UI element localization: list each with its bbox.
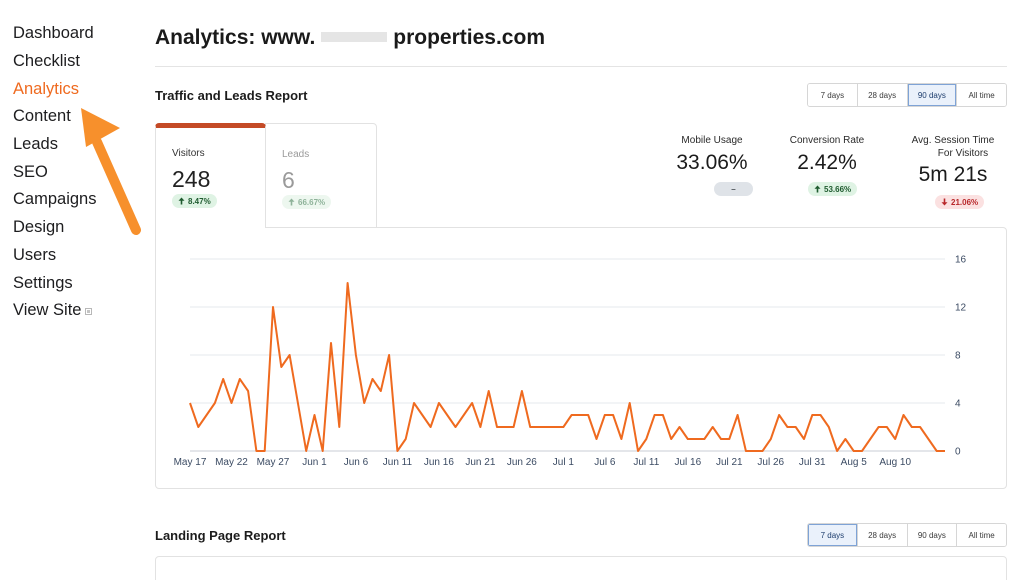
y-tick-label: 12 — [955, 303, 967, 314]
arrow-down-icon — [941, 198, 948, 206]
mobile-usage-value: 33.06% — [676, 151, 748, 174]
page-title-label: Analytics: — [155, 26, 256, 49]
traffic-report-card — [155, 227, 1007, 489]
range-90-days-button[interactable]: 90 days — [907, 84, 958, 106]
landing-range-28-days-button[interactable]: 28 days — [857, 524, 908, 546]
page-title: Analytics: www. properties.com — [155, 26, 545, 50]
x-tick-label: Jul 6 — [594, 457, 616, 468]
avg-session-change-badge: 21.06% — [935, 195, 985, 209]
domain-suffix: properties.com — [393, 26, 545, 49]
x-tick-label: Jun 11 — [383, 457, 413, 468]
visitors-change-badge: 8.47% — [172, 194, 217, 208]
x-tick-label: Jul 31 — [799, 457, 826, 468]
x-tick-label: Jul 1 — [553, 457, 575, 468]
avg-session-label: Avg. Session Time — [911, 135, 995, 146]
traffic-range-selector: 7 days 28 days 90 days All time — [807, 83, 1007, 107]
metric-mobile-usage: Mobile Usage 33.06% — [662, 134, 762, 175]
x-tick-label: Aug 10 — [879, 457, 911, 468]
sidebar-item-label: Settings — [13, 273, 73, 292]
sidebar-item-seo[interactable]: SEO — [0, 158, 130, 186]
x-tick-label: Jun 1 — [302, 457, 327, 468]
avg-session-change-value: 21.06% — [951, 197, 979, 207]
arrow-up-icon — [288, 198, 295, 206]
x-tick-label: May 22 — [215, 457, 248, 468]
conversion-rate-change-badge: 53.66% — [808, 182, 858, 196]
arrow-up-icon — [178, 197, 185, 205]
leads-change-badge: 66.67% — [282, 195, 332, 209]
y-tick-label: 0 — [955, 447, 961, 458]
range-all-time-button[interactable]: All time — [957, 84, 1006, 106]
mobile-usage-change-badge: – — [714, 182, 753, 196]
x-tick-label: Jun 16 — [424, 457, 454, 468]
sidebar-item-settings[interactable]: Settings — [0, 269, 130, 297]
landing-report-card — [155, 556, 1007, 580]
landing-range-90-days-button[interactable]: 90 days — [907, 524, 958, 546]
visitors-label: Visitors — [172, 148, 205, 159]
landing-range-selector: 7 days 28 days 90 days All time — [807, 523, 1007, 547]
x-tick-label: Jul 26 — [757, 457, 784, 468]
avg-session-label-sub: For Visitors — [937, 148, 989, 159]
sidebar-item-leads[interactable]: Leads — [0, 131, 130, 159]
sidebar-item-dashboard[interactable]: Dashboard — [0, 20, 130, 48]
sidebar-item-label: Content — [13, 107, 71, 126]
sidebar-item-label: Campaigns — [13, 190, 97, 209]
sidebar-item-label: Dashboard — [13, 24, 94, 43]
header-divider — [155, 66, 1007, 67]
sidebar-item-label: Checklist — [13, 52, 80, 71]
x-tick-label: Aug 5 — [841, 457, 868, 468]
sidebar-item-label: SEO — [13, 162, 48, 181]
visitors-change-value: 8.47% — [188, 196, 211, 206]
conversion-rate-value: 2.42% — [797, 151, 857, 174]
sidebar-item-design[interactable]: Design — [0, 214, 130, 242]
visitors-line-chart: 0 4 8 12 16 May 17 May 22 May 27 Jun 1 Jun 6 Jun … — [174, 255, 967, 469]
leads-label: Leads — [282, 149, 310, 160]
sidebar-item-users[interactable]: Users — [0, 242, 130, 270]
sidebar-item-label: Leads — [13, 135, 58, 154]
traffic-report-title: Traffic and Leads Report — [155, 88, 308, 103]
landing-range-7-days-button[interactable]: 7 days — [808, 524, 858, 546]
sidebar-item-label: Analytics — [13, 79, 80, 98]
x-tick-label: Jul 21 — [716, 457, 743, 468]
sidebar-item-label: View Site — [13, 301, 82, 320]
visitors-value: 248 — [172, 166, 211, 192]
x-tick-label: Jun 26 — [507, 457, 537, 468]
x-tick-label: May 17 — [174, 457, 207, 468]
sidebar-item-checklist[interactable]: Checklist — [0, 48, 130, 76]
x-tick-label: Jun 21 — [465, 457, 495, 468]
conversion-rate-change-value: 53.66% — [824, 184, 852, 194]
domain-prefix: www. — [261, 26, 316, 49]
range-7-days-button[interactable]: 7 days — [808, 84, 858, 106]
x-tick-label: Jun 6 — [344, 457, 369, 468]
redacted-domain-block — [321, 32, 388, 43]
x-tick-label: Jul 16 — [674, 457, 701, 468]
tab-visitors[interactable]: Visitors 248 8.47% — [155, 123, 266, 228]
metric-avg-session-time: Avg. Session Time For Visitors 5m 21s — [892, 134, 1014, 187]
mobile-usage-change-value: – — [731, 184, 736, 194]
sidebar-item-analytics[interactable]: Analytics — [0, 75, 130, 103]
mobile-usage-label: Mobile Usage — [681, 135, 743, 146]
range-28-days-button[interactable]: 28 days — [857, 84, 908, 106]
metric-conversion-rate: Conversion Rate 2.42% — [777, 134, 877, 175]
landing-report-title: Landing Page Report — [155, 528, 286, 543]
sidebar-item-campaigns[interactable]: Campaigns — [0, 186, 130, 214]
avg-session-value: 5m 21s — [918, 163, 988, 186]
leads-value: 6 — [282, 167, 295, 193]
x-tick-label: May 27 — [257, 457, 290, 468]
sidebar-item-label: Users — [13, 245, 57, 264]
sidebar-item-view-site[interactable]: View Site — [0, 297, 130, 325]
landing-range-all-time-button[interactable]: All time — [957, 524, 1006, 546]
conversion-rate-label: Conversion Rate — [789, 135, 865, 146]
sidebar-item-content[interactable]: Content — [0, 103, 130, 131]
y-tick-label: 8 — [955, 351, 961, 362]
x-tick-label: Jul 11 — [633, 457, 659, 468]
y-tick-label: 16 — [955, 255, 967, 266]
series-line-visitors — [189, 282, 945, 452]
y-tick-label: 4 — [955, 399, 961, 410]
arrow-up-icon — [814, 185, 821, 193]
leads-change-value: 66.67% — [298, 197, 326, 207]
external-link-icon — [85, 308, 93, 316]
sidebar-nav: Dashboard Checklist Analytics Content Le… — [0, 20, 130, 325]
sidebar-item-label: Design — [13, 218, 65, 237]
tab-leads[interactable]: Leads 6 66.67% — [265, 123, 377, 228]
